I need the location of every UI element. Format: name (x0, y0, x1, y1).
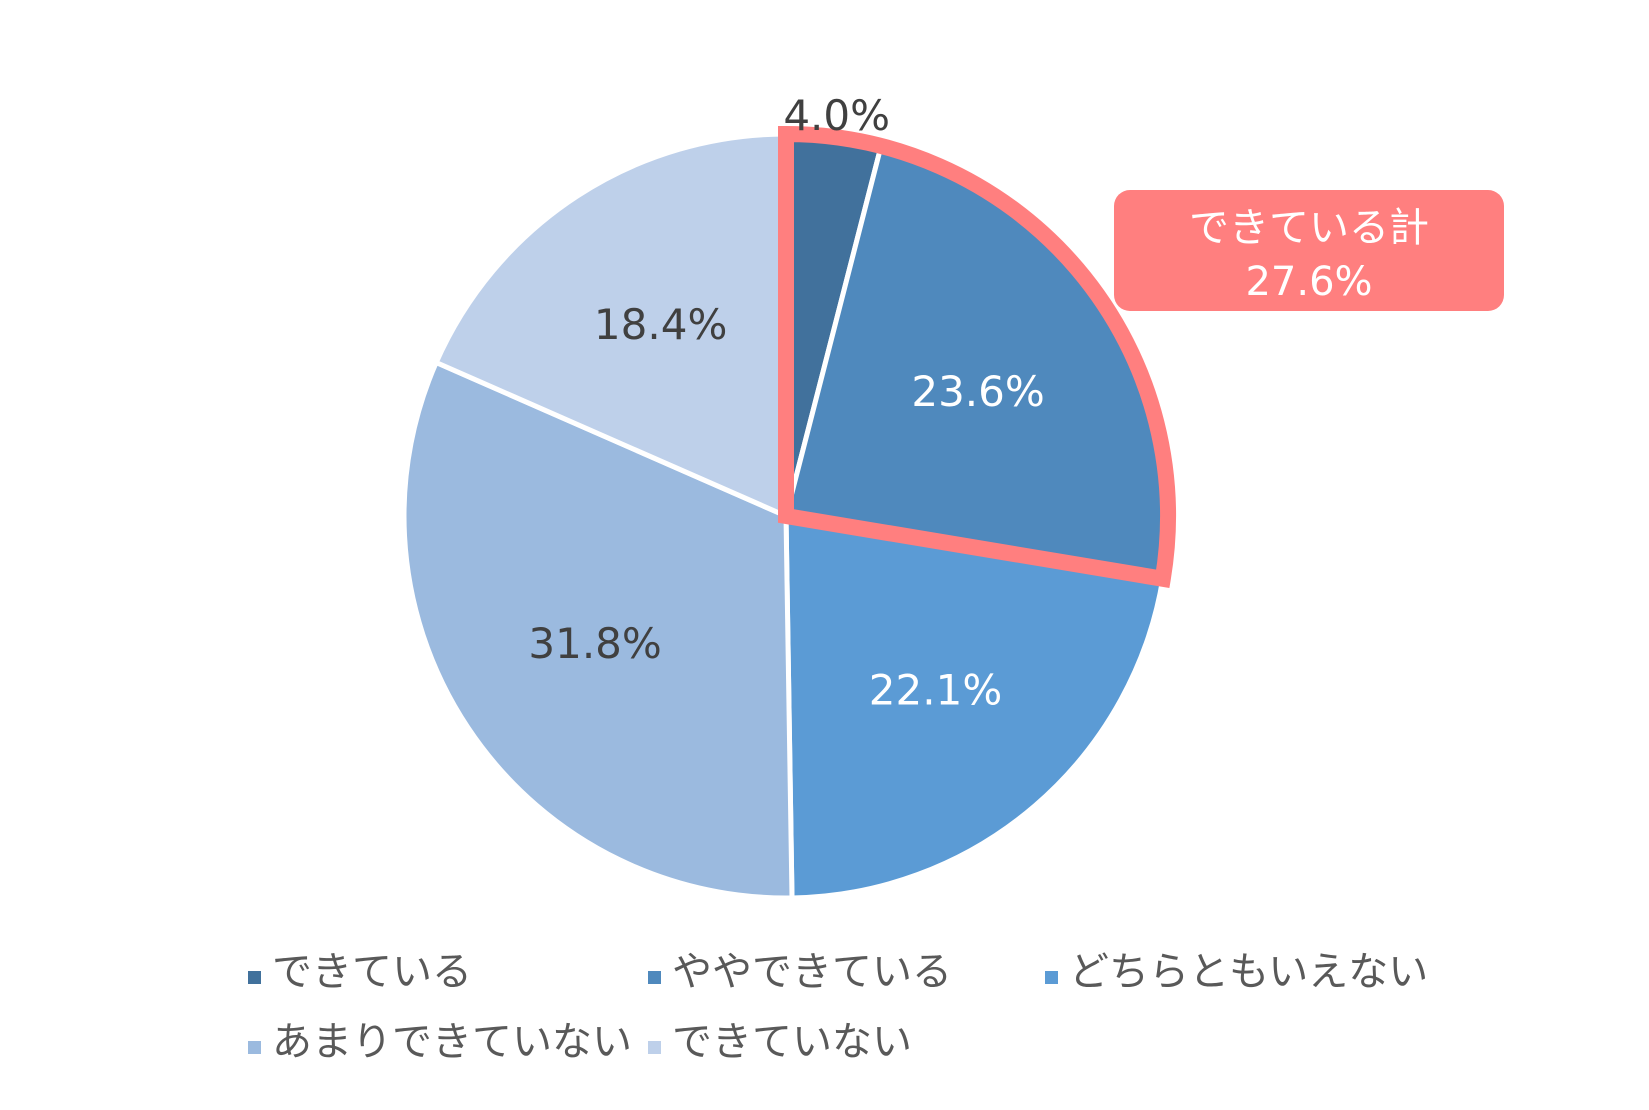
legend-label: ややできている (672, 949, 952, 995)
callout-box (1114, 190, 1504, 311)
legend-swatch (648, 971, 661, 984)
slice-value-label: 22.1% (869, 666, 1002, 715)
legend-swatch (248, 971, 261, 984)
legend-label: どちらともいえない (1069, 949, 1428, 995)
slice-value-label: 4.0% (783, 91, 890, 140)
highlight-callout: できている計 27.6% (1114, 190, 1504, 311)
slice-value-label: 18.4% (594, 300, 727, 349)
highlight-outline-path (778, 125, 1176, 588)
legend-swatch (248, 1041, 261, 1054)
slice-value-label: 31.8% (528, 619, 661, 668)
slice-labels: 4.0% 23.6% 22.1% 31.8% 18.4% (528, 91, 1044, 715)
legend-swatch (648, 1041, 661, 1054)
pie-slice (433, 131, 789, 519)
pie-slice (783, 513, 1166, 901)
legend-label: できている (272, 949, 472, 995)
pie-slice (401, 359, 795, 901)
callout-value: 27.6% (1245, 259, 1372, 305)
legend-label: できていない (672, 1019, 912, 1065)
highlight-outline (778, 125, 1176, 588)
callout-title: できている計 (1189, 205, 1429, 251)
slice-value-label: 23.6% (911, 367, 1044, 416)
legend-label: あまりできていない (272, 1019, 632, 1065)
pie-slices (401, 131, 1171, 901)
legend-swatch (1045, 971, 1058, 984)
